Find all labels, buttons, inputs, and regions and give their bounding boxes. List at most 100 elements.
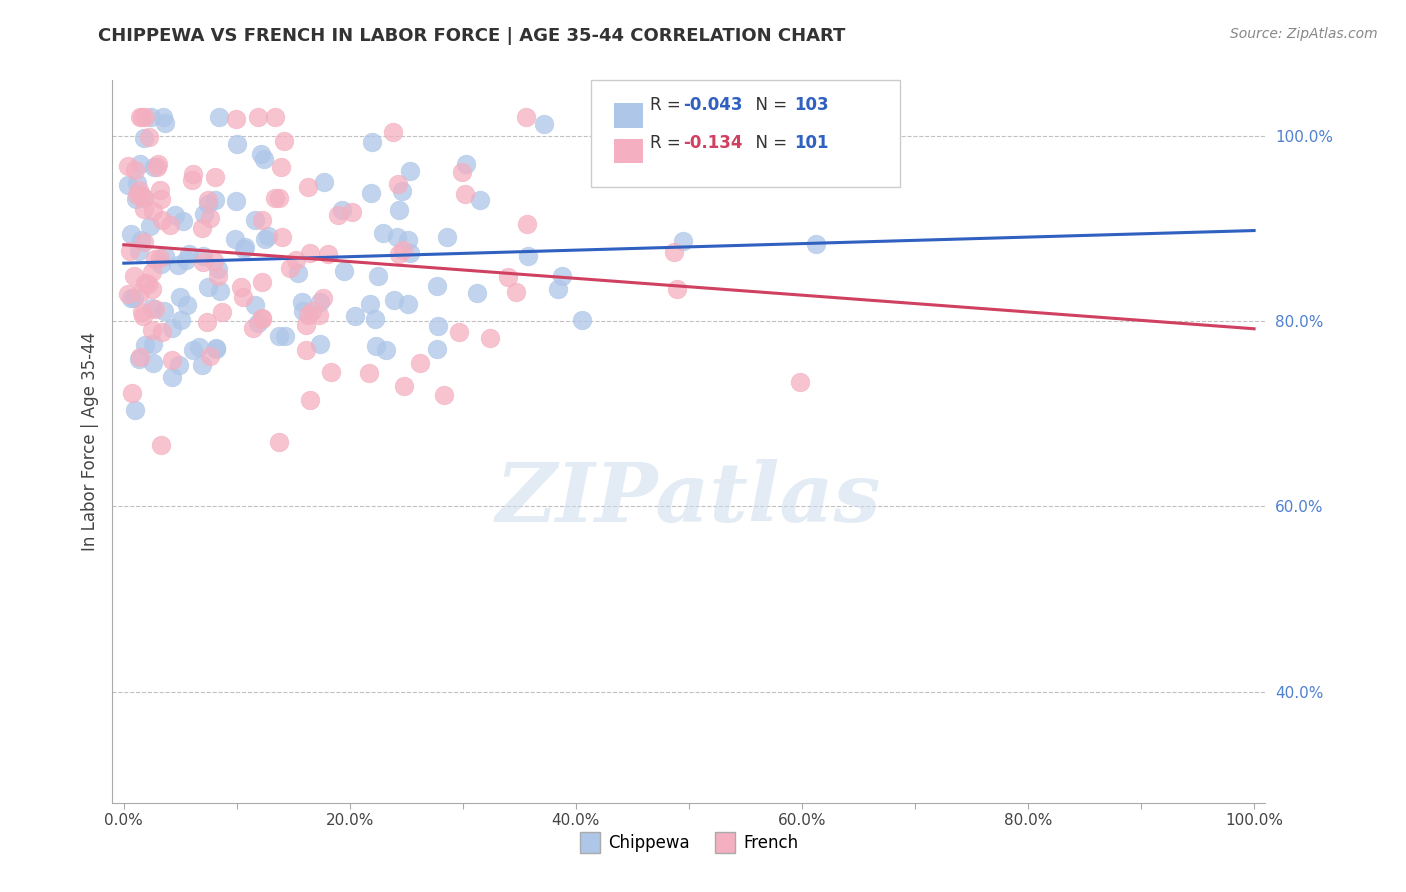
Point: [191, 255, 214, 269]
Point: [134, 338, 156, 352]
Point: [198, 349, 221, 363]
Point: [250, 275, 273, 289]
Point: [131, 305, 153, 319]
Point: [191, 220, 214, 235]
Point: [243, 298, 266, 312]
Text: 103: 103: [794, 96, 830, 114]
Point: [392, 378, 415, 392]
Point: [176, 298, 198, 312]
Point: [132, 310, 155, 324]
Point: [364, 312, 387, 326]
Point: [129, 156, 152, 170]
Point: [229, 280, 252, 294]
Text: -0.043: -0.043: [683, 96, 742, 114]
Point: [150, 192, 173, 206]
Point: [516, 217, 538, 231]
Point: [141, 265, 163, 279]
Point: [193, 207, 215, 221]
Point: [232, 289, 254, 303]
Point: [134, 235, 156, 249]
Point: [142, 337, 165, 351]
Point: [193, 249, 215, 263]
Point: [253, 152, 276, 166]
Point: [381, 125, 404, 139]
Point: [789, 375, 811, 389]
Point: [396, 233, 419, 247]
Point: [132, 191, 155, 205]
Point: [128, 183, 150, 197]
Point: [571, 313, 593, 327]
Point: [145, 161, 167, 175]
Point: [409, 356, 432, 370]
Text: R =: R =: [650, 134, 686, 152]
Point: [496, 269, 519, 284]
Point: [124, 403, 146, 417]
Point: [399, 164, 422, 178]
Point: [314, 175, 336, 189]
Text: CHIPPEWA VS FRENCH IN LABOR FORCE | AGE 35-44 CORRELATION CHART: CHIPPEWA VS FRENCH IN LABOR FORCE | AGE …: [98, 27, 846, 45]
Point: [131, 111, 153, 125]
Point: [360, 186, 382, 201]
Point: [340, 205, 363, 219]
Point: [242, 321, 264, 335]
Point: [252, 213, 274, 227]
Point: [207, 262, 229, 277]
Point: [204, 341, 226, 355]
Point: [382, 293, 405, 308]
Point: [165, 208, 187, 222]
Point: [392, 243, 415, 257]
Point: [298, 245, 321, 260]
Point: [202, 254, 225, 268]
Point: [256, 229, 278, 244]
Point: [198, 211, 221, 226]
Point: [433, 388, 456, 402]
Point: [665, 282, 688, 296]
Text: 101: 101: [794, 134, 830, 152]
Point: [396, 296, 419, 310]
Point: [179, 247, 201, 261]
Point: [426, 342, 449, 356]
Point: [120, 227, 142, 241]
Point: [153, 303, 176, 318]
Point: [208, 285, 231, 299]
Point: [143, 252, 166, 266]
Point: [125, 192, 148, 206]
Point: [287, 266, 309, 280]
Point: [668, 151, 690, 165]
Point: [301, 304, 323, 318]
Point: [454, 187, 477, 202]
Point: [180, 172, 202, 186]
Point: [128, 244, 150, 259]
Point: [141, 301, 163, 316]
Point: [128, 351, 150, 366]
Point: [141, 282, 163, 296]
Point: [294, 343, 316, 357]
Text: ZIPatlas: ZIPatlas: [496, 459, 882, 540]
Point: [468, 193, 491, 207]
Point: [547, 282, 569, 296]
Point: [451, 165, 474, 179]
Point: [271, 230, 294, 244]
Point: [149, 438, 172, 452]
Point: [204, 343, 226, 357]
Point: [118, 244, 141, 258]
Point: [367, 268, 389, 283]
Point: [246, 111, 269, 125]
Point: [125, 188, 148, 202]
Point: [143, 160, 166, 174]
Text: -0.134: -0.134: [683, 134, 742, 152]
Point: [159, 218, 181, 232]
Point: [447, 325, 470, 339]
Point: [204, 169, 226, 184]
Point: [233, 240, 256, 254]
Point: [264, 111, 287, 125]
Point: [128, 351, 150, 365]
Point: [344, 309, 367, 323]
Point: [167, 258, 190, 272]
Point: [160, 320, 183, 334]
Point: [308, 308, 330, 322]
Point: [454, 157, 477, 171]
Point: [225, 194, 247, 209]
Point: [134, 276, 156, 290]
Point: [250, 310, 273, 325]
